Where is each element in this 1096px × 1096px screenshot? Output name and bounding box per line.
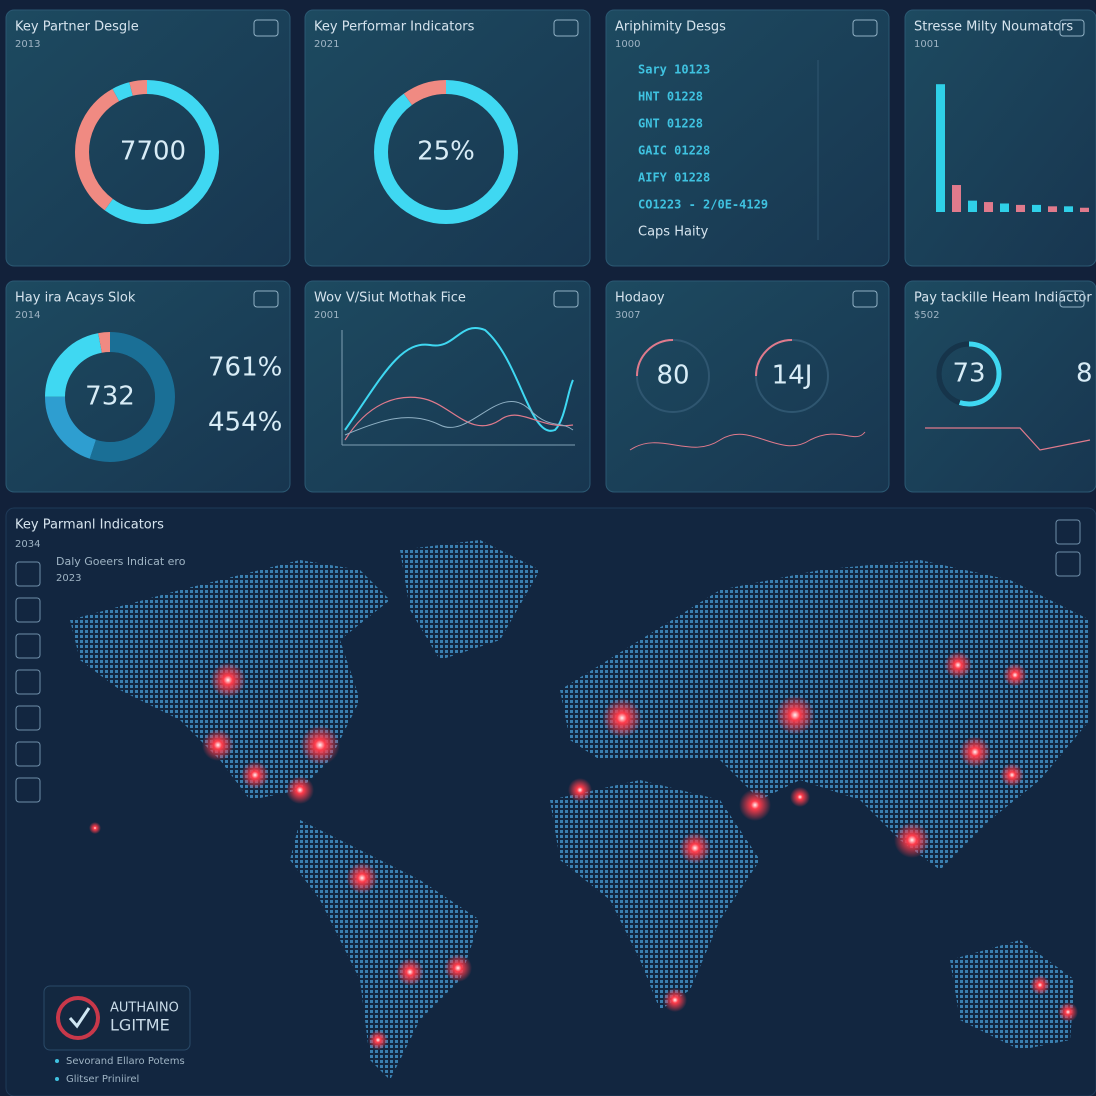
logo-check — [68, 1007, 91, 1029]
trend — [344, 401, 574, 436]
panel-icon — [253, 19, 279, 37]
list-item: HNT 01228 — [638, 90, 703, 104]
gauge-arc — [755, 339, 793, 377]
panel-subtitle: 2021 — [314, 39, 339, 50]
panel-subtitle: $502 — [914, 310, 939, 321]
tool-icons — [15, 519, 1081, 803]
panel-subtitle: 1001 — [914, 39, 939, 50]
trend — [629, 431, 866, 451]
panel-subtitle: 3007 — [615, 310, 640, 321]
panel-title: Wov V/Siut Mothak Fice — [314, 291, 466, 306]
ring-segment — [75, 80, 219, 224]
panel-title: Stresse Milty Noumators — [914, 20, 1073, 35]
panel — [904, 280, 1096, 493]
panel-subtitle: 2013 — [15, 39, 40, 50]
kpi-value: 732 — [85, 382, 135, 412]
bar — [1064, 206, 1073, 212]
ring-segment — [75, 80, 219, 224]
panel-icon — [553, 290, 579, 308]
gauge-arc — [636, 339, 674, 377]
stat-value: 761% — [208, 353, 282, 383]
stat-value: 454% — [208, 408, 282, 438]
panel-icon — [852, 290, 878, 308]
panel-title: Hodaoy — [615, 291, 665, 306]
panel-subtitle: 2014 — [15, 310, 40, 321]
inset-title: Daly Goeers Indicat ero — [56, 555, 186, 568]
gauge-value: 14J — [772, 361, 813, 391]
bar — [1032, 204, 1041, 212]
trend — [925, 427, 1091, 451]
bar — [1000, 203, 1009, 212]
panel-icon — [1059, 290, 1085, 308]
map-title: Key Parmanl Indicators — [15, 518, 164, 533]
bar — [952, 185, 961, 212]
panel-subtitle: 1000 — [615, 39, 640, 50]
panel-icon — [852, 19, 878, 37]
panel — [304, 9, 591, 267]
panel-icon — [553, 19, 579, 37]
trend — [344, 396, 574, 441]
panel-title: Key Partner Desgle — [15, 20, 139, 35]
gauge-value: 73 — [952, 359, 985, 389]
bar — [1048, 206, 1057, 212]
panel — [304, 280, 591, 493]
logo-ring — [56, 996, 100, 1040]
kpi-value: 25% — [417, 137, 475, 167]
logo-line: LGITME — [110, 1016, 170, 1035]
ring-segment — [45, 332, 175, 462]
bar — [984, 202, 993, 212]
list-item: GAIC 01228 — [638, 144, 710, 158]
list-item: GNT 01228 — [638, 117, 703, 131]
list-item: CO1223 - 2/0E-4129 — [638, 198, 768, 212]
panel-icon — [1059, 19, 1085, 37]
inset-subtitle: 2023 — [56, 573, 81, 584]
ring-segment — [45, 332, 175, 462]
map-panel: Key Parmanl Indicators 2034 Daly Goeers … — [5, 507, 1096, 1096]
bar — [1080, 207, 1089, 212]
panel-title: Key Performar Indicators — [314, 20, 475, 35]
bar — [968, 200, 977, 212]
ring-segment — [374, 80, 518, 224]
panel-title: Hay ira Acays Slok — [15, 291, 136, 306]
list-item: Sary 10123 — [638, 63, 710, 77]
panel-title: Ariphimity Desgs — [615, 20, 726, 35]
gauge-value: 80 — [656, 361, 689, 391]
gauge-value: 8 — [1076, 359, 1093, 389]
list-item: Caps Haity — [638, 225, 709, 240]
panel-title: Pay tackille Heam Indiactor — [914, 291, 1092, 306]
bar — [1016, 204, 1025, 212]
panel-subtitle: 2001 — [314, 310, 339, 321]
panel — [5, 9, 291, 267]
panels: Key Partner Desgle 2013 Key Performar Indi… — [5, 9, 1096, 493]
panel-icon — [253, 290, 279, 308]
panel — [605, 280, 890, 493]
ring-segment — [936, 341, 1002, 407]
map-subtitle: 2034 — [15, 539, 40, 550]
hotspots — [89, 651, 1078, 1050]
trend — [344, 327, 574, 432]
bar — [936, 84, 945, 212]
legend-entry: Sevorand Ellaro Potems — [66, 1056, 185, 1067]
list-item: AIFY 01228 — [638, 171, 710, 185]
logo-line: AUTHAINO — [110, 1001, 179, 1016]
logo-box — [43, 985, 191, 1051]
legend-entry: Glitser Priniirel — [66, 1074, 139, 1085]
kpi-value: 7700 — [120, 137, 186, 167]
